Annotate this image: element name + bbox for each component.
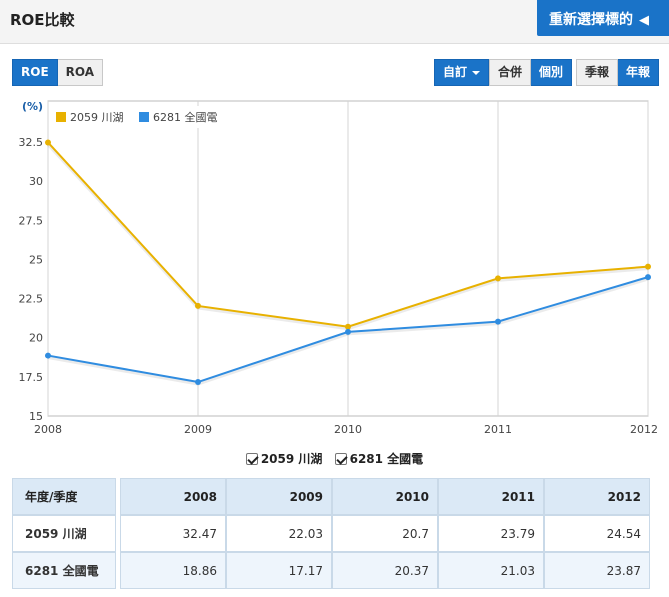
data-point[interactable]: [495, 318, 501, 325]
tab-quarterly[interactable]: 季報: [576, 59, 619, 86]
custom-dropdown-button[interactable]: 自訂: [434, 59, 490, 86]
data-point[interactable]: [645, 263, 651, 270]
data-point[interactable]: [345, 328, 351, 335]
table-cell: 21.03: [438, 552, 544, 589]
table-cell: 18.86: [120, 552, 226, 589]
table-cell: 23.79: [438, 515, 544, 552]
table-cell: 20.37: [332, 552, 438, 589]
caret-down-icon: [472, 70, 481, 75]
table-year-header: 2009: [226, 478, 332, 515]
tab-roe[interactable]: ROE: [12, 59, 58, 86]
y-tick-label: 30: [29, 175, 43, 188]
x-tick-label: 2009: [184, 423, 212, 436]
roe-line-chart: 2008 2009 2010 2011 2012 15 17.5 20 22.5 25 27.5 30…: [19, 100, 659, 436]
table-cell: 23.87: [544, 552, 650, 589]
legend-swatch: [56, 112, 66, 122]
tab-annual[interactable]: 年報: [618, 59, 660, 86]
checkbox-checked-icon: [245, 452, 258, 465]
x-tick-label: 2008: [34, 423, 62, 436]
reselect-label: 重新選擇標的: [549, 12, 633, 28]
chart-axis-labels: 2008 2009 2010 2011 2012 15 17.5 20 22.5 25 27.5 30…: [19, 136, 659, 436]
data-point[interactable]: [45, 352, 51, 359]
data-point[interactable]: [45, 139, 51, 146]
x-tick-label: 2010: [334, 423, 362, 436]
y-tick-label: 27.5: [19, 214, 44, 227]
legend-swatch: [139, 112, 149, 122]
table-row: 2059 川湖 32.47 22.03 20.7 23.79 24.54: [12, 515, 650, 552]
data-point[interactable]: [645, 274, 651, 281]
custom-dropdown-label: 自訂: [443, 65, 468, 79]
y-axis-unit-label: (%): [22, 100, 43, 113]
x-tick-label: 2011: [484, 423, 512, 436]
table-year-header: 2008: [120, 478, 226, 515]
y-tick-label: 22.5: [19, 293, 44, 306]
series-toggle-6281[interactable]: 6281 全國電: [334, 450, 424, 467]
table-year-header: 2010: [332, 478, 438, 515]
y-tick-label: 32.5: [19, 136, 44, 149]
tab-roa[interactable]: ROA: [57, 59, 104, 86]
data-point[interactable]: [495, 275, 501, 282]
table-cell: 20.7: [332, 515, 438, 552]
series-toggle-label: 6281 全國電: [349, 452, 424, 466]
reselect-stocks-button[interactable]: 重新選擇標的 ◀: [537, 0, 669, 36]
chart-legend: 2059 川湖 6281 全國電: [52, 106, 227, 128]
table-cell: 17.17: [226, 552, 332, 589]
tab-individual[interactable]: 個別: [531, 59, 573, 86]
triangle-left-icon: ◀: [639, 13, 649, 28]
period-toggle: 季報 年報: [576, 59, 660, 86]
consolidation-toggle: 合併 個別: [489, 59, 573, 86]
series-toggle-2059[interactable]: 2059 川湖: [245, 450, 323, 467]
table-cell: 24.54: [544, 515, 650, 552]
table-row: 6281 全國電 18.86 17.17 20.37 21.03 23.87: [12, 552, 650, 589]
chart-grid: [47, 100, 649, 417]
data-point[interactable]: [345, 323, 351, 330]
checkbox-checked-icon: [334, 452, 347, 465]
series-toggle-label: 2059 川湖: [260, 452, 323, 466]
table-header-row: 年度/季度 2008 2009 2010 2011 2012: [12, 478, 650, 515]
legend-label: 2059 川湖: [70, 111, 124, 124]
table-row-label: 2059 川湖: [12, 515, 116, 552]
y-tick-label: 25: [29, 253, 43, 266]
table-row-label: 6281 全國電: [12, 552, 116, 589]
x-tick-label: 2012: [630, 423, 658, 436]
bottom-series-toggles: 2059 川湖 6281 全國電: [0, 450, 669, 468]
data-point[interactable]: [195, 379, 201, 386]
tab-consolidated[interactable]: 合併: [489, 59, 532, 86]
table-cell: 32.47: [120, 515, 226, 552]
table-corner-label: 年度/季度: [12, 478, 116, 515]
legend-label: 6281 全國電: [153, 110, 218, 124]
page-title: ROE比較: [10, 11, 75, 29]
table-year-header: 2011: [438, 478, 544, 515]
y-tick-label: 20: [29, 332, 43, 345]
data-point[interactable]: [195, 302, 201, 309]
y-tick-label: 15: [29, 410, 43, 423]
roe-data-table: 年度/季度 2008 2009 2010 2011 2012 2059 川湖 3…: [12, 478, 650, 589]
metric-toggle: ROE ROA: [12, 59, 104, 86]
table-cell: 22.03: [226, 515, 332, 552]
table-year-header: 2012: [544, 478, 650, 515]
chart-series: [45, 139, 651, 386]
y-tick-label: 17.5: [19, 371, 44, 384]
custom-dropdown-group: 自訂: [434, 59, 490, 86]
page-header: ROE比較 重新選擇標的 ◀: [0, 0, 669, 44]
